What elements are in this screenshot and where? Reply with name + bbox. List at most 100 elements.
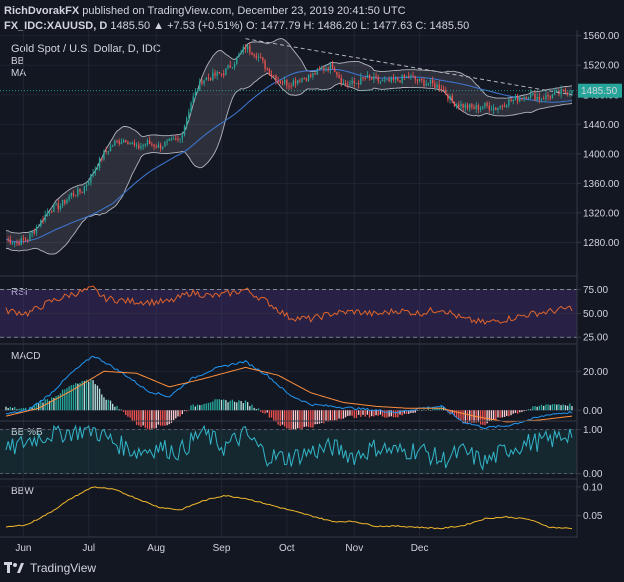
macd-histogram-bar — [275, 410, 277, 422]
macd-histogram-bar — [325, 410, 327, 421]
macd-histogram-bar — [24, 407, 27, 411]
rsi-panel-label[interactable]: RSI — [11, 287, 28, 298]
footer-brand[interactable]: TradingView — [4, 561, 96, 575]
macd-histogram-bar — [334, 410, 336, 421]
candle-body — [405, 75, 408, 78]
macd-histogram-bar — [371, 410, 373, 417]
bb-indicator-label[interactable]: BB — [11, 56, 25, 67]
candle-body — [564, 89, 567, 93]
macd-histogram-bar — [159, 410, 162, 426]
macd-histogram-bar — [270, 410, 273, 418]
macd-histogram-bar — [172, 410, 175, 420]
candle-body — [96, 168, 99, 170]
candle-body — [46, 212, 49, 215]
candle-body — [469, 104, 471, 109]
macd-histogram-bar — [390, 410, 392, 417]
macd-histogram-bar — [168, 410, 170, 425]
macd-histogram-bar — [416, 410, 419, 411]
candle-body — [516, 96, 519, 102]
candle-body — [18, 242, 20, 245]
candle-body — [37, 225, 40, 227]
macd-histogram-bar — [233, 401, 236, 411]
macd-histogram-bar — [231, 399, 234, 411]
macd-histogram-bar — [375, 410, 377, 416]
macd-histogram-bar — [181, 410, 184, 415]
candle-body — [246, 45, 249, 49]
candle-body — [77, 188, 79, 196]
candle-body — [251, 52, 253, 55]
bbw-line — [5, 486, 573, 530]
candle-body — [523, 97, 525, 100]
candle-body — [190, 102, 192, 112]
candle-body — [192, 96, 194, 103]
macd-histogram-bar — [305, 410, 308, 427]
candle-body — [94, 169, 96, 174]
candle-body — [545, 95, 547, 100]
macd-histogram-bar — [453, 410, 456, 417]
macd-histogram-bar — [366, 410, 369, 415]
macd-histogram-bar — [506, 410, 508, 416]
macd-histogram-bar — [81, 381, 83, 411]
macd-histogram-bar — [277, 410, 279, 425]
candle-body — [532, 93, 534, 95]
candle-body — [340, 77, 342, 84]
axis-tick-label: 0.00 — [583, 469, 603, 480]
candle-body — [27, 240, 29, 242]
candle-body — [414, 76, 416, 80]
macd-histogram-bar — [384, 410, 386, 418]
macd-histogram-bar — [299, 410, 301, 429]
macd-histogram-bar — [558, 404, 560, 411]
macd-histogram-bar — [294, 410, 297, 430]
candle-body — [514, 96, 517, 100]
macd-histogram-bar — [286, 410, 288, 429]
candle-body — [227, 65, 229, 69]
macd-histogram-bar — [153, 410, 155, 429]
candle-body — [7, 239, 9, 241]
macd-histogram-bar — [368, 410, 371, 418]
macd-histogram-bar — [125, 410, 127, 416]
macd-histogram-bar — [525, 410, 527, 411]
ma-indicator-label[interactable]: MA — [11, 68, 26, 79]
candle-body — [473, 106, 475, 109]
candle-body — [231, 67, 234, 69]
macd-histogram-bar — [164, 410, 166, 426]
bbw-panel-label[interactable]: BBW — [11, 486, 34, 497]
macd-histogram-bar — [497, 410, 499, 418]
macd-histogram-bar — [399, 410, 401, 415]
macd-histogram-bar — [116, 405, 118, 411]
macd-histogram-bar — [283, 410, 286, 427]
macd-histogram-bar — [316, 410, 318, 425]
candle-body — [129, 143, 131, 145]
candle-body — [162, 146, 164, 149]
macd-histogram-bar — [88, 381, 90, 411]
macd-histogram-bar — [318, 410, 321, 424]
candle-body — [114, 140, 116, 146]
macd-histogram-bar — [490, 410, 493, 421]
candle-body — [543, 98, 545, 100]
candle-body — [547, 95, 549, 97]
macd-histogram-bar — [460, 410, 462, 421]
macd-histogram-bar — [273, 410, 275, 422]
macd-panel-label[interactable]: MACD — [11, 351, 41, 362]
macd-histogram-bar — [79, 383, 81, 411]
candle-body — [155, 146, 157, 148]
candle-body — [83, 186, 86, 193]
bbpct-panel-label[interactable]: BB %B — [11, 427, 43, 438]
macd-histogram-bar — [408, 410, 410, 414]
author-name[interactable]: RichDvorakFX — [4, 5, 80, 17]
month-tick-label: Sep — [213, 543, 231, 554]
ohlc-quote: 1485.50 ▲ +7.53 (+0.51%) O: 1477.79 H: 1… — [110, 20, 470, 32]
candle-body — [305, 78, 308, 81]
candle-body — [168, 139, 170, 141]
candle-body — [81, 191, 83, 193]
candle-body — [131, 143, 133, 145]
macd-histogram-bar — [135, 410, 138, 425]
macd-histogram-bar — [92, 380, 94, 411]
macd-histogram-bar — [344, 410, 347, 418]
macd-histogram-bar — [401, 410, 403, 416]
candle-body — [183, 125, 186, 136]
candle-body — [253, 54, 255, 56]
time-axis: Jun Jul Aug Sep Oct Nov Dec — [15, 543, 428, 554]
macd-histogram-bar — [488, 410, 490, 421]
